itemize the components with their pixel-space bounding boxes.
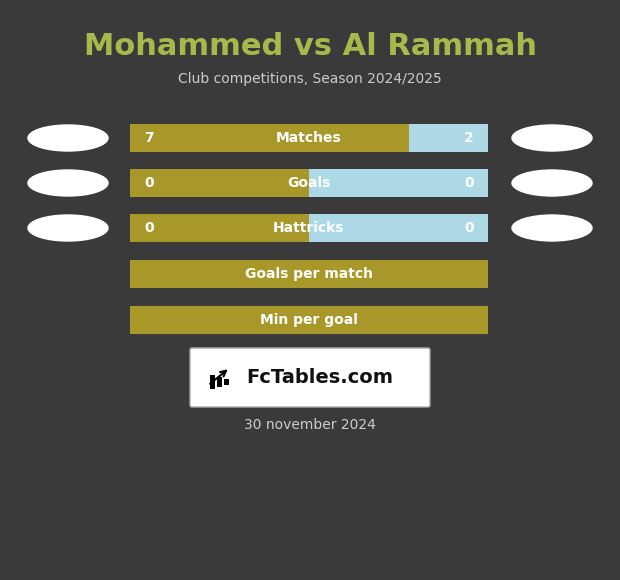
Ellipse shape (28, 215, 108, 241)
Text: 0: 0 (144, 176, 154, 190)
Text: Min per goal: Min per goal (260, 313, 358, 327)
Text: Club competitions, Season 2024/2025: Club competitions, Season 2024/2025 (178, 72, 442, 86)
Text: 0: 0 (144, 221, 154, 235)
Bar (210, 375, 215, 389)
Text: 7: 7 (144, 131, 154, 145)
Text: 0: 0 (464, 221, 474, 235)
FancyBboxPatch shape (130, 169, 488, 197)
Ellipse shape (28, 170, 108, 196)
FancyBboxPatch shape (190, 348, 430, 407)
Bar (224, 379, 229, 385)
Bar (217, 376, 222, 386)
FancyBboxPatch shape (130, 214, 488, 242)
Bar (130, 124, 409, 152)
FancyBboxPatch shape (130, 214, 488, 242)
Text: Goals per match: Goals per match (245, 267, 373, 281)
Text: FcTables.com: FcTables.com (247, 368, 394, 387)
FancyBboxPatch shape (130, 260, 488, 288)
Text: Matches: Matches (276, 131, 342, 145)
Text: Hattricks: Hattricks (273, 221, 345, 235)
Text: Goals: Goals (287, 176, 330, 190)
Bar (130, 169, 309, 197)
Text: 2: 2 (464, 131, 474, 145)
Bar (130, 214, 309, 242)
Text: 0: 0 (464, 176, 474, 190)
Text: 30 november 2024: 30 november 2024 (244, 418, 376, 432)
Ellipse shape (512, 215, 592, 241)
FancyBboxPatch shape (130, 169, 488, 197)
Ellipse shape (512, 125, 592, 151)
FancyBboxPatch shape (130, 306, 488, 334)
Ellipse shape (512, 170, 592, 196)
Text: Mohammed vs Al Rammah: Mohammed vs Al Rammah (84, 32, 536, 61)
Ellipse shape (28, 125, 108, 151)
FancyBboxPatch shape (130, 124, 488, 152)
FancyBboxPatch shape (130, 124, 488, 152)
